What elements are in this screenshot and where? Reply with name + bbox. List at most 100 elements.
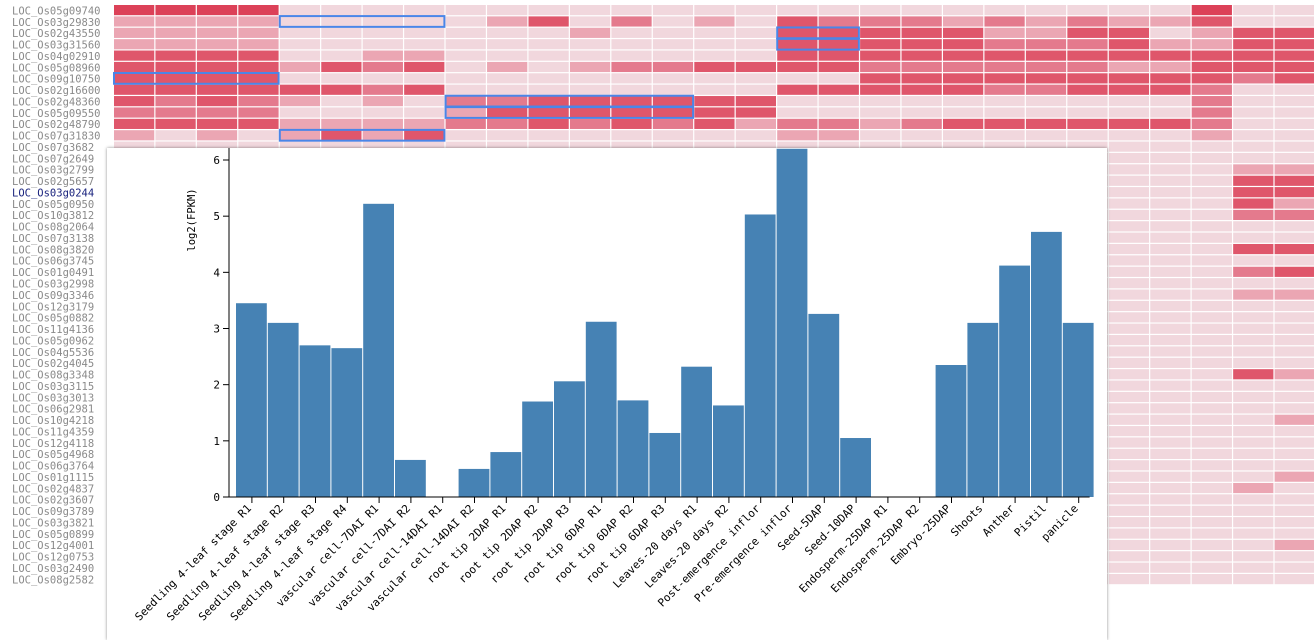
heatmap-cell[interactable] [1191,289,1232,300]
heatmap-cell[interactable] [1108,289,1150,300]
heatmap-cell[interactable] [1233,141,1274,152]
heatmap-cell[interactable] [777,50,818,61]
heatmap-cell[interactable] [196,141,238,152]
heatmap-cell[interactable] [1150,209,1191,221]
heatmap-cell[interactable] [279,118,321,129]
gene-label[interactable]: LOC_Os05g0899 [12,529,94,541]
heatmap-cell[interactable] [196,118,238,129]
heatmap-cell[interactable] [238,27,279,38]
heatmap-cell[interactable] [1191,471,1232,482]
heatmap-cell[interactable] [1108,551,1150,562]
gene-label[interactable]: LOC_Os08g3820 [12,244,94,256]
bar[interactable] [299,345,331,497]
heatmap-cell[interactable] [487,50,528,61]
heatmap-cell[interactable] [1150,278,1191,289]
heatmap-cell[interactable] [1274,369,1314,380]
heatmap-cell[interactable] [1108,152,1150,164]
heatmap-cell[interactable] [155,27,196,38]
heatmap-cell[interactable] [735,61,776,73]
gene-label[interactable]: LOC_Os12g4118 [12,438,94,450]
heatmap-cell[interactable] [818,118,859,129]
heatmap-cell[interactable] [1274,27,1314,38]
heatmap-cell[interactable] [1108,562,1150,573]
heatmap-cell[interactable] [1274,209,1314,221]
heatmap-cell[interactable] [155,84,196,95]
heatmap-cell[interactable] [238,39,279,50]
heatmap-cell[interactable] [569,130,611,141]
heatmap-cell[interactable] [321,107,362,118]
heatmap-cell[interactable] [735,96,776,107]
heatmap-cell[interactable] [611,141,652,152]
gene-label[interactable]: LOC_Os11g4136 [12,324,94,336]
heatmap-cell[interactable] [1150,562,1191,573]
heatmap-cell[interactable] [487,141,528,152]
heatmap-cell[interactable] [1191,323,1232,334]
heatmap-cell[interactable] [1233,152,1274,164]
heatmap-cell[interactable] [238,118,279,129]
heatmap-cell[interactable] [1025,96,1067,107]
heatmap-cell[interactable] [1191,209,1232,221]
gene-label[interactable]: LOC_Os06g2981 [12,404,94,416]
heatmap-cell[interactable] [1150,175,1191,186]
heatmap-cell[interactable] [321,96,362,107]
heatmap-cell[interactable] [238,73,279,84]
heatmap-cell[interactable] [1274,357,1314,368]
heatmap-cell[interactable] [279,96,321,107]
heatmap-cell[interactable] [1274,437,1314,448]
heatmap-cell[interactable] [445,50,486,61]
heatmap-cell[interactable] [279,130,321,141]
heatmap-cell[interactable] [1274,517,1314,528]
heatmap-cell[interactable] [196,5,238,16]
heatmap-cell[interactable] [1108,517,1150,528]
gene-label[interactable]: LOC_Os02g16600 [12,85,101,97]
heatmap-cell[interactable] [1150,482,1191,494]
heatmap-cell[interactable] [1191,187,1232,198]
heatmap-cell[interactable] [1150,255,1191,266]
heatmap-cell[interactable] [321,141,362,152]
heatmap-cell[interactable] [652,16,694,27]
heatmap-cell[interactable] [1233,460,1274,471]
heatmap-cell[interactable] [818,130,859,141]
heatmap-cell[interactable] [1025,73,1067,84]
heatmap-cell[interactable] [1191,505,1232,516]
heatmap-cell[interactable] [569,141,611,152]
heatmap-cell[interactable] [901,118,942,129]
heatmap-cell[interactable] [1274,266,1314,277]
heatmap-cell[interactable] [569,73,611,84]
heatmap-cell[interactable] [1025,16,1067,27]
heatmap-cell[interactable] [652,96,694,107]
heatmap-cell[interactable] [1108,414,1150,425]
heatmap-cell[interactable] [404,73,445,84]
gene-label[interactable]: LOC_Os01g0491 [12,267,94,279]
heatmap-cell[interactable] [321,16,362,27]
heatmap-cell[interactable] [1025,39,1067,50]
heatmap-cell[interactable] [1191,437,1232,448]
heatmap-cell[interactable] [1150,551,1191,562]
heatmap-cell[interactable] [445,84,486,95]
heatmap-cell[interactable] [1150,73,1191,84]
heatmap-cell[interactable] [1150,232,1191,243]
heatmap-cell[interactable] [1150,517,1191,528]
heatmap-cell[interactable] [1150,437,1191,448]
heatmap-cell[interactable] [487,61,528,73]
heatmap-cell[interactable] [528,27,569,38]
heatmap-cell[interactable] [569,5,611,16]
heatmap-cell[interactable] [860,118,901,129]
heatmap-cell[interactable] [1274,107,1314,118]
heatmap-cell[interactable] [984,84,1025,95]
heatmap-cell[interactable] [528,130,569,141]
heatmap-cell[interactable] [569,16,611,27]
heatmap-cell[interactable] [984,73,1025,84]
heatmap-cell[interactable] [1150,574,1191,585]
heatmap-cell[interactable] [1150,187,1191,198]
heatmap-cell[interactable] [943,50,984,61]
heatmap-cell[interactable] [1025,130,1067,141]
heatmap-cell[interactable] [238,61,279,73]
heatmap-cell[interactable] [860,73,901,84]
heatmap-cell[interactable] [984,61,1025,73]
heatmap-cell[interactable] [321,84,362,95]
heatmap-cell[interactable] [1067,16,1108,27]
heatmap-cell[interactable] [777,39,818,50]
heatmap-cell[interactable] [528,50,569,61]
heatmap-cell[interactable] [735,130,776,141]
